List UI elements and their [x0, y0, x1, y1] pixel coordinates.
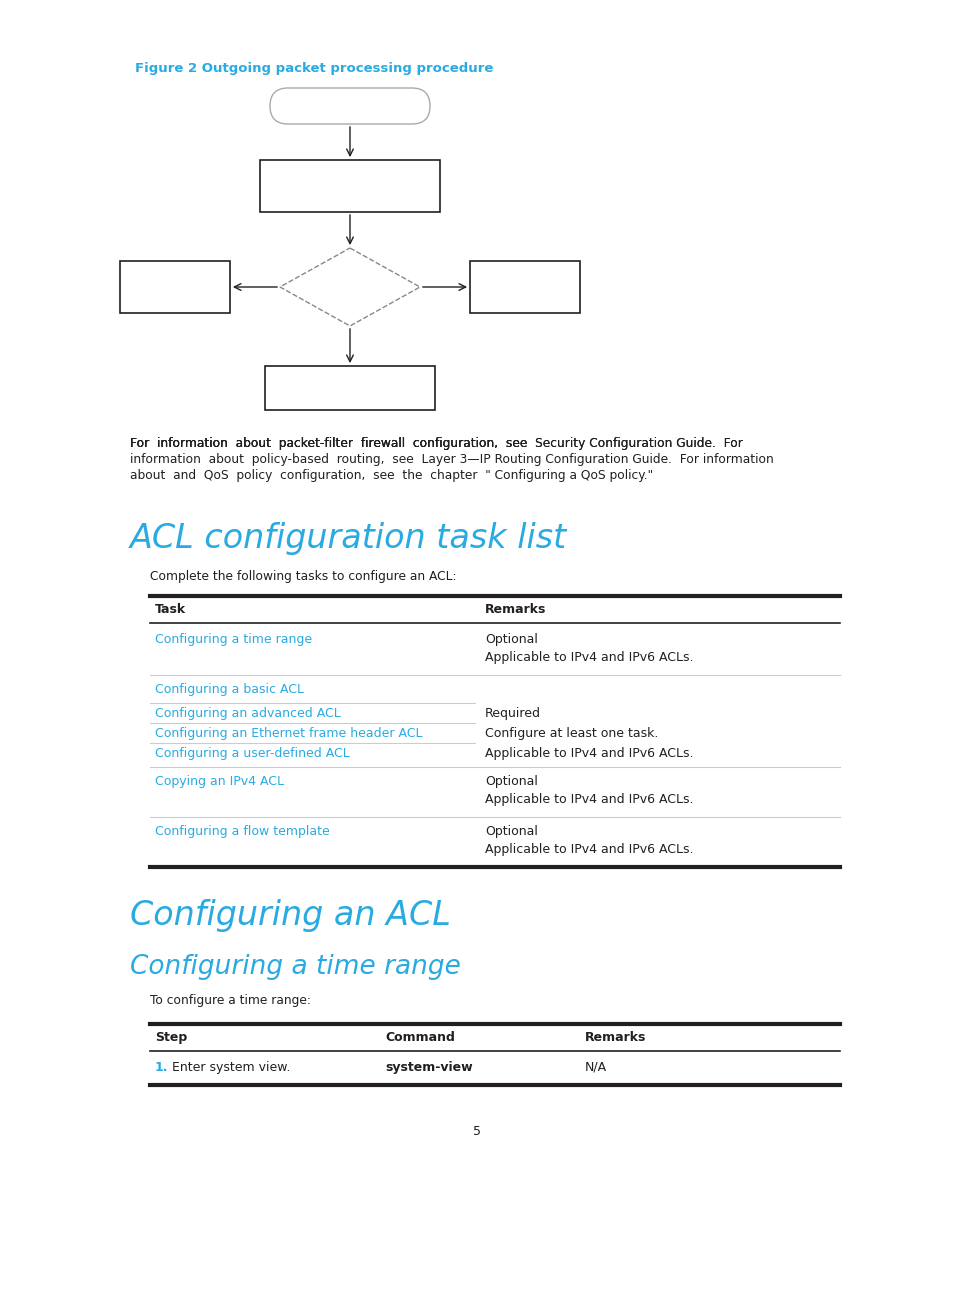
Text: Command: Command	[385, 1032, 455, 1045]
Bar	[470, 260, 579, 314]
Polygon shape	[280, 248, 419, 327]
Text: Configuring a time range: Configuring a time range	[154, 632, 312, 645]
Bar	[260, 159, 439, 213]
Text: Configuring an ACL: Configuring an ACL	[130, 899, 451, 932]
Text: about  and  QoS  policy  configuration,  see  the  chapter  " Configuring a QoS : about and QoS policy configuration, see …	[130, 469, 653, 482]
Text: Optional: Optional	[484, 775, 537, 788]
Text: Applicable to IPv4 and IPv6 ACLs.: Applicable to IPv4 and IPv6 ACLs.	[484, 793, 693, 806]
Text: Configuring a user-defined ACL: Configuring a user-defined ACL	[154, 746, 350, 759]
Text: 1.: 1.	[154, 1061, 169, 1074]
Text: ACL configuration task list: ACL configuration task list	[130, 522, 567, 555]
Text: For  information  about  packet-filter  firewall  configuration,  see  Security : For information about packet-filter fire…	[130, 437, 742, 450]
Text: Applicable to IPv4 and IPv6 ACLs.: Applicable to IPv4 and IPv6 ACLs.	[484, 842, 693, 855]
Text: Configuring a time range: Configuring a time range	[130, 954, 460, 980]
Text: For  information  about  packet-filter  firewall  configuration,  see: For information about packet-filter fire…	[130, 437, 535, 450]
Bar	[120, 260, 230, 314]
Text: Complete the following tasks to configure an ACL:: Complete the following tasks to configur…	[150, 570, 456, 583]
Text: For  information  about  packet-filter  firewall  configuration,  see  Security : For information about packet-filter fire…	[130, 437, 742, 450]
Text: Configure at least one task.: Configure at least one task.	[484, 727, 658, 740]
Text: Applicable to IPv4 and IPv6 ACLs.: Applicable to IPv4 and IPv6 ACLs.	[484, 651, 693, 664]
Text: Configuring an Ethernet frame header ACL: Configuring an Ethernet frame header ACL	[154, 727, 422, 740]
FancyBboxPatch shape	[270, 88, 430, 124]
Text: Remarks: Remarks	[584, 1032, 646, 1045]
Bar	[265, 365, 435, 410]
Text: N/A: N/A	[584, 1061, 606, 1074]
Text: Required: Required	[484, 708, 540, 721]
Text: system-view: system-view	[385, 1061, 472, 1074]
Text: Optional: Optional	[484, 826, 537, 839]
Text: Remarks: Remarks	[484, 603, 546, 616]
Text: Configuring a basic ACL: Configuring a basic ACL	[154, 683, 304, 696]
Text: Configuring a flow template: Configuring a flow template	[154, 826, 330, 839]
Text: Step: Step	[154, 1032, 187, 1045]
Text: Enter system view.: Enter system view.	[172, 1061, 290, 1074]
Text: information  about  policy-based  routing,  see  Layer 3—IP Routing Configuratio: information about policy-based routing, …	[130, 454, 773, 467]
Text: Copying an IPv4 ACL: Copying an IPv4 ACL	[154, 775, 284, 788]
Text: To configure a time range:: To configure a time range:	[150, 994, 311, 1007]
Text: Applicable to IPv4 and IPv6 ACLs.: Applicable to IPv4 and IPv6 ACLs.	[484, 746, 693, 759]
Text: Optional: Optional	[484, 632, 537, 645]
Text: Configuring an advanced ACL: Configuring an advanced ACL	[154, 708, 340, 721]
Text: Figure 2 Outgoing packet processing procedure: Figure 2 Outgoing packet processing proc…	[135, 62, 493, 75]
Text: Task: Task	[154, 603, 186, 616]
Text: 5: 5	[473, 1125, 480, 1138]
